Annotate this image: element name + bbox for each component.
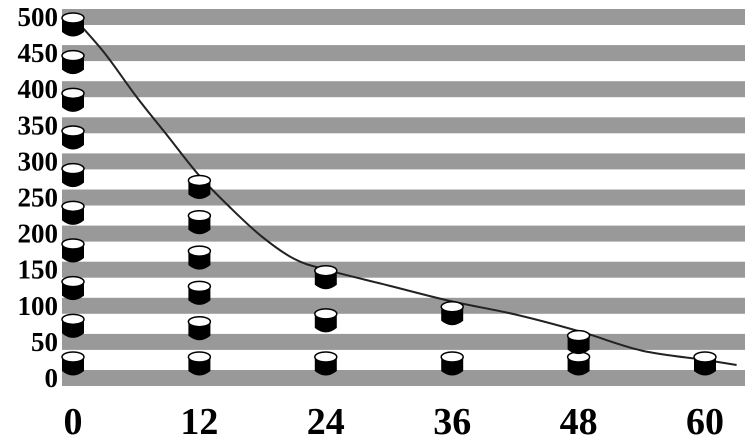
marker-x12-3: [187, 245, 212, 270]
marker-x48-0: [566, 351, 591, 376]
grid-band-300: [62, 153, 745, 170]
x-tick-label: 36: [433, 401, 471, 443]
marker-stacks: [61, 12, 717, 376]
y-axis-ticks: 0 50 100 150 200 250 300 350 400 450 500: [18, 2, 59, 393]
marker-x24-1: [314, 308, 338, 333]
marker-x0-4: [61, 200, 85, 225]
marker-x24-0: [314, 351, 338, 376]
marker-x0-3: [61, 238, 85, 263]
grid-band-150: [62, 261, 745, 278]
grid-band-100: [62, 297, 745, 314]
marker-x0-8: [61, 49, 85, 75]
y-tick-label: 100: [18, 291, 59, 321]
marker-x0-5: [61, 162, 85, 188]
grid-band-0: [62, 370, 745, 386]
grid-band-50: [62, 333, 745, 350]
marker-x24-2: [314, 264, 338, 290]
marker-x12-1: [187, 315, 212, 341]
y-tick-label: 150: [18, 255, 59, 285]
grid-band-350: [62, 117, 745, 134]
marker-x12-0: [187, 351, 212, 376]
marker-x0-7: [61, 87, 85, 112]
x-tick-label: 60: [686, 401, 724, 443]
marker-x0-9: [61, 12, 85, 37]
y-tick-label: 0: [45, 363, 59, 393]
y-tick-label: 50: [31, 327, 58, 357]
x-tick-label: 0: [64, 401, 83, 443]
x-tick-label: 12: [180, 401, 218, 443]
marker-x0-2: [61, 275, 85, 301]
marker-x12-4: [187, 210, 212, 235]
marker-x48-1: [566, 329, 591, 355]
y-tick-label: 200: [18, 219, 59, 249]
marker-x12-5: [187, 174, 212, 199]
grid-band-200: [62, 225, 745, 242]
y-tick-label: 450: [18, 38, 59, 68]
marker-x0-0: [61, 351, 85, 376]
grid-bands: [62, 9, 745, 386]
marker-x36-1: [440, 301, 464, 326]
y-tick-label: 500: [18, 2, 59, 32]
x-tick-label: 48: [560, 401, 598, 443]
grid-band-500: [62, 9, 745, 25]
y-tick-label: 250: [18, 183, 59, 213]
marker-x0-6: [61, 125, 85, 150]
marker-x60-0: [693, 351, 717, 376]
grid-band-450: [62, 45, 745, 62]
grid-band-250: [62, 189, 745, 206]
marker-x36-0: [440, 351, 464, 376]
y-tick-label: 300: [18, 146, 59, 176]
marker-x0-1: [61, 313, 85, 338]
marker-x12-2: [187, 280, 212, 305]
x-tick-label: 24: [307, 401, 345, 443]
y-tick-label: 400: [18, 74, 59, 104]
y-tick-label: 350: [18, 110, 59, 140]
x-axis-ticks: 0 12 24 36 48 60: [64, 401, 725, 443]
grid-band-400: [62, 81, 745, 98]
